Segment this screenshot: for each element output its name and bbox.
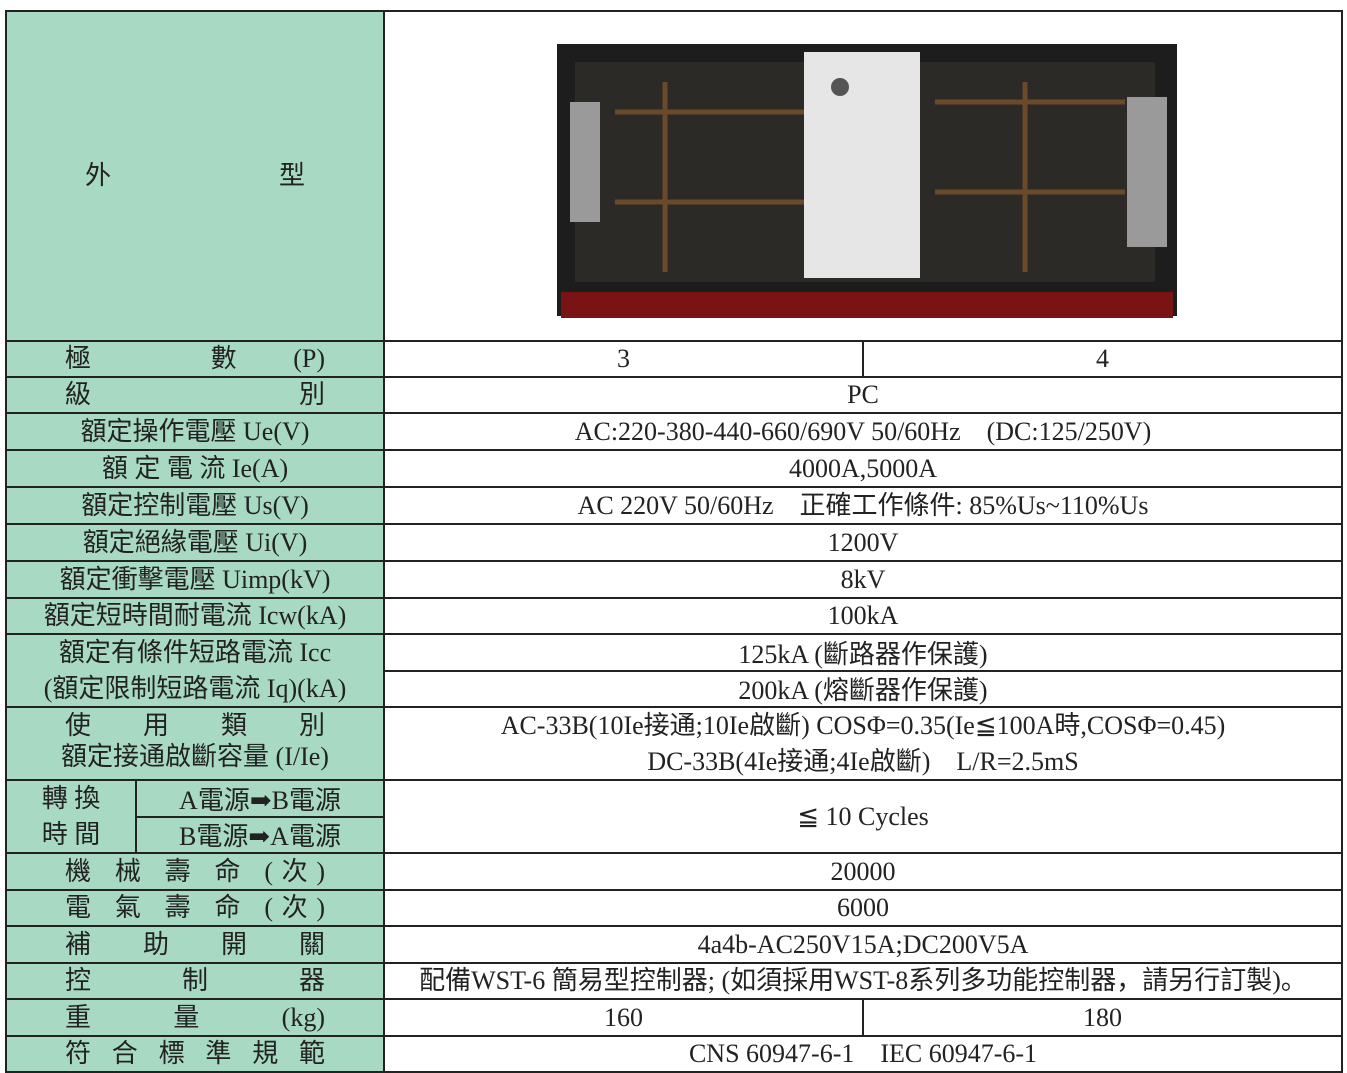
text: 電 氣 壽 命 (次) [65,893,325,922]
label-cell: 級 別 [5,376,385,414]
text: 1200V [827,527,899,557]
text: 配備WST-6 簡易型控制器; (如須採用WST-8系列多功能控制器，請另行訂製… [419,966,1307,995]
text: 額定絕緣電壓 Ui(V) [82,527,308,557]
label-cell: 外 型 [5,10,385,342]
label-cell: 電 氣 壽 命 (次) [5,889,385,927]
text: 級 別 [65,380,325,409]
text: 200kA (熔斷器作保護) [738,676,988,706]
sub-label-cell: B電源➡A電源 [135,815,385,854]
text: 額定衝擊電壓 Uimp(kV) [59,564,331,594]
text: 額 定 電 流 Ie(A) [101,453,289,483]
text: 125kA (斷路器作保護) [738,639,988,669]
value-cell: 100kA [383,597,1343,635]
text: 額定操作電壓 Ue(V) [80,416,310,446]
text: 160 [604,1002,643,1032]
text: 補 助 開 關 [65,929,325,959]
label-cell: 額定控制電壓 Us(V) [5,486,385,525]
sub-label-cell: A電源➡B電源 [135,779,385,818]
label-cell: 符 合 標 準 規 範 [5,1035,385,1073]
text: PC [847,380,879,409]
value-cell: AC 220V 50/60Hz 正確工作條件: 85%Us~110%Us [383,486,1343,525]
label-cell: 額定絕緣電壓 Ui(V) [5,523,385,562]
text: 6000 [837,893,889,922]
value-cell: 125kA (斷路器作保護) [383,633,1343,672]
value-cell: 180 [862,998,1343,1037]
text: 3 [617,344,630,373]
value-cell: 8kV [383,560,1343,599]
text: 4a4b-AC250V15A;DC200V5A [697,929,1029,959]
text: 極 數(P) [65,344,325,373]
value-cell: AC:220-380-440-660/690V 50/60Hz (DC:125/… [383,412,1343,451]
text: 符 合 標 準 規 範 [65,1039,325,1068]
text: 100kA [827,601,899,630]
text: 額定有條件短路電流 Icc [58,637,332,667]
text: DC-33B(4Ie接通;4Ie啟斷) L/R=2.5mS [647,746,1079,776]
label-cell: 重 量 (kg) [5,998,385,1037]
value-cell: 4000A,5000A [383,449,1343,488]
text: 時 間 [41,819,101,849]
label-cell: 額定操作電壓 Ue(V) [5,412,385,451]
text: 機 械 壽 命 (次) [65,856,325,886]
value-cell: 4a4b-AC250V15A;DC200V5A [383,925,1343,964]
value-cell: 3 [383,340,864,378]
label: 外 型 [85,161,305,190]
text: AC-33B(10Ie接通;10Ie啟斷) COSΦ=0.35(Ie≦100A時… [500,710,1226,740]
value-cell: 20000 [383,852,1343,891]
label-cell: 極 數(P) [5,340,385,378]
value-cell: 4 [862,340,1343,378]
text: 轉 換 [41,783,101,813]
label-cell: 額定有條件短路電流 Icc (額定限制短路電流 Iq)(kA) [5,633,385,708]
text: ≦ 10 Cycles [797,801,929,831]
value-cell: CNS 60947-6-1 IEC 60947-6-1 [383,1035,1343,1073]
label-cell: 補 助 開 關 [5,925,385,964]
value-cell: AC-33B(10Ie接通;10Ie啟斷) COSΦ=0.35(Ie≦100A時… [383,706,1343,781]
text: 控 制 器 [65,966,325,995]
label-cell: 控 制 器 [5,962,385,1000]
text: 額定控制電壓 Us(V) [81,490,309,520]
value-cell: 配備WST-6 簡易型控制器; (如須採用WST-8系列多功能控制器，請另行訂製… [383,962,1343,1000]
text: 重 量 (kg) [65,1002,325,1032]
text: AC:220-380-440-660/690V 50/60Hz (DC:125/… [574,416,1152,446]
image-cell [383,10,1343,342]
text: 4 [1096,344,1109,373]
label-cell: 機 械 壽 命 (次) [5,852,385,891]
text: 20000 [830,856,896,886]
text: 額定短時間耐電流 Icw(kA) [43,601,347,630]
label-cell: 額定短時間耐電流 Icw(kA) [5,597,385,635]
text: 使 用 類 別 [65,710,325,740]
text: AC 220V 50/60Hz 正確工作條件: 85%Us~110%Us [577,490,1149,520]
text: 180 [1083,1002,1122,1032]
text: (額定限制短路電流 Iq)(kA) [43,673,347,703]
text: 額定接通啟斷容量 (I/Ie) [61,741,329,771]
text: 4000A,5000A [788,453,938,483]
value-cell: 200kA (熔斷器作保護) [383,669,1343,708]
label-cell: 額定衝擊電壓 Uimp(kV) [5,560,385,599]
value-cell: PC [383,376,1343,414]
value-cell: 1200V [383,523,1343,562]
label-cell: 額 定 電 流 Ie(A) [5,449,385,488]
value-cell: 160 [383,998,864,1037]
text: A電源➡B電源 [179,785,341,815]
text: B電源➡A電源 [179,822,341,852]
value-cell: ≦ 10 Cycles [383,779,1343,854]
text: 8kV [840,564,886,594]
text: CNS 60947-6-1 IEC 60947-6-1 [688,1039,1038,1068]
label-cell: 使 用 類 別額定接通啟斷容量 (I/Ie) [5,706,385,781]
product-image [557,44,1177,318]
label-cell: 轉 換時 間 [5,779,137,854]
value-cell: 6000 [383,889,1343,927]
